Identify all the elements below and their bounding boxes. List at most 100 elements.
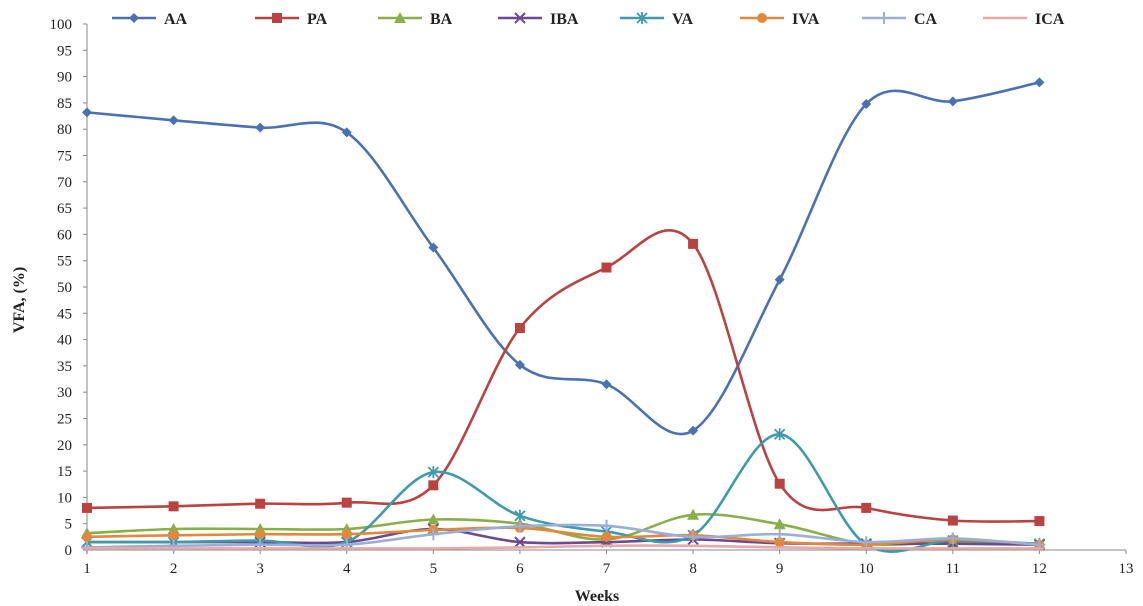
- legend-label-iba: IBA: [550, 11, 579, 28]
- series-pa-point: [688, 238, 699, 249]
- x-axis-label: Weeks: [575, 588, 619, 605]
- x-tick-label: 12: [1032, 561, 1047, 577]
- legend-item-pa: PA: [255, 11, 328, 28]
- y-tick-label: 40: [57, 333, 72, 349]
- y-tick-label: 35: [57, 359, 72, 375]
- x-tick-label: 10: [859, 561, 874, 577]
- series-iva-point: [255, 529, 266, 540]
- series-pa-point: [861, 502, 872, 513]
- y-tick-label: 10: [57, 490, 72, 506]
- y-tick-label: 80: [57, 122, 72, 138]
- series-aa-point: [1034, 77, 1045, 88]
- y-tick-label: 0: [65, 543, 73, 559]
- series-aa-point: [947, 96, 958, 107]
- series-ba-point: [167, 522, 180, 534]
- y-tick-label: 5: [65, 517, 73, 533]
- x-tick-label: 1: [83, 561, 91, 577]
- series-ca-point: [687, 530, 700, 543]
- y-tick-label: 25: [57, 412, 72, 428]
- y-tick-label: 75: [57, 149, 72, 165]
- series-pa-point: [514, 323, 525, 334]
- y-tick-label: 50: [57, 280, 72, 296]
- series-aa-point: [428, 242, 439, 253]
- series-pa-point: [341, 497, 352, 508]
- series-group: [81, 77, 1046, 554]
- series-pa-point: [774, 478, 785, 489]
- series-iva-line: [86, 526, 1040, 547]
- y-tick-label: 30: [57, 385, 72, 401]
- series-aa-point: [601, 379, 612, 390]
- series-aa-point: [514, 359, 525, 370]
- series-iva-point: [601, 531, 612, 542]
- legend-swatch-marker: [514, 12, 526, 24]
- series-pa-line: [86, 229, 1040, 523]
- series-ba-point: [687, 508, 700, 520]
- legend-swatch-marker: [272, 13, 282, 23]
- y-tick-label: 95: [57, 43, 72, 59]
- series-iba-point: [514, 536, 526, 548]
- series-ica-line: [86, 544, 1040, 550]
- legend-label-aa: AA: [164, 11, 188, 28]
- series-aa-point: [168, 115, 179, 126]
- x-tick-label: 4: [343, 561, 351, 577]
- series-ca-line: [86, 523, 1040, 549]
- x-tick-label: 13: [1119, 561, 1134, 577]
- x-tick-label: 9: [776, 561, 784, 577]
- series-ba-point: [427, 513, 440, 525]
- series-ba-point: [773, 518, 786, 530]
- legend-swatch-marker: [636, 12, 648, 24]
- legend-swatch-marker: [757, 13, 767, 23]
- series-pa-point: [82, 502, 92, 513]
- y-tick-label: 60: [57, 227, 72, 243]
- series-ca-point: [427, 528, 440, 541]
- legend-label-ba: BA: [430, 11, 453, 28]
- y-tick-label: 55: [57, 254, 72, 270]
- legend-item-iva: IVA: [740, 11, 820, 28]
- legend-item-ica: ICA: [983, 11, 1065, 28]
- legend-item-ba: BA: [378, 11, 453, 28]
- y-tick-label: 45: [57, 306, 72, 322]
- series-pa-point: [601, 262, 612, 273]
- series-aa-point: [255, 122, 266, 133]
- series-ca-point: [600, 519, 613, 532]
- series-pa-point: [168, 501, 179, 512]
- series-pa: [82, 229, 1045, 527]
- series-pa-point: [255, 498, 266, 509]
- series-ca-point: [946, 532, 959, 545]
- y-axis-label: VFA, (%): [11, 267, 28, 333]
- y-tick-label: 20: [57, 438, 72, 454]
- y-tick-label: 90: [57, 70, 72, 86]
- y-tick-label: 100: [50, 17, 73, 33]
- y-tick-label: 85: [57, 96, 72, 112]
- legend-item-va: VA: [620, 11, 693, 28]
- x-tick-label: 3: [256, 561, 264, 577]
- legend-label-iva: IVA: [792, 11, 820, 28]
- series-ca-point: [167, 539, 180, 552]
- series-ca-point: [513, 520, 526, 533]
- series-pa-point: [947, 515, 958, 526]
- legend-item-ca: CA: [862, 11, 938, 28]
- series-iva-point: [82, 531, 92, 542]
- legend-item-iba: IBA: [498, 11, 579, 28]
- y-tick-label: 65: [57, 201, 72, 217]
- legend-item-aa: AA: [112, 11, 188, 28]
- series-aa: [82, 77, 1045, 436]
- series-va-point: [774, 428, 786, 441]
- legend-swatch-marker: [878, 12, 890, 24]
- x-tick-label: 7: [603, 561, 611, 577]
- legend-label-pa: PA: [307, 11, 328, 28]
- legend-label-ica: ICA: [1035, 11, 1065, 28]
- x-tick-label: 8: [689, 561, 697, 577]
- x-tick-label: 6: [516, 561, 524, 577]
- axes: 0510152025303540455055606570758085909510…: [50, 17, 1134, 577]
- legend-swatch-marker: [129, 13, 139, 23]
- series-aa-point: [341, 127, 352, 138]
- legend: AA PA BA IBA VA IVA CA ICA: [112, 11, 1065, 28]
- series-pa-point: [1034, 516, 1045, 527]
- series-iva-point: [774, 537, 785, 548]
- x-tick-label: 11: [946, 561, 960, 577]
- series-ca-point: [773, 528, 786, 541]
- series-ica: [82, 544, 1045, 550]
- series-va-point: [427, 466, 439, 479]
